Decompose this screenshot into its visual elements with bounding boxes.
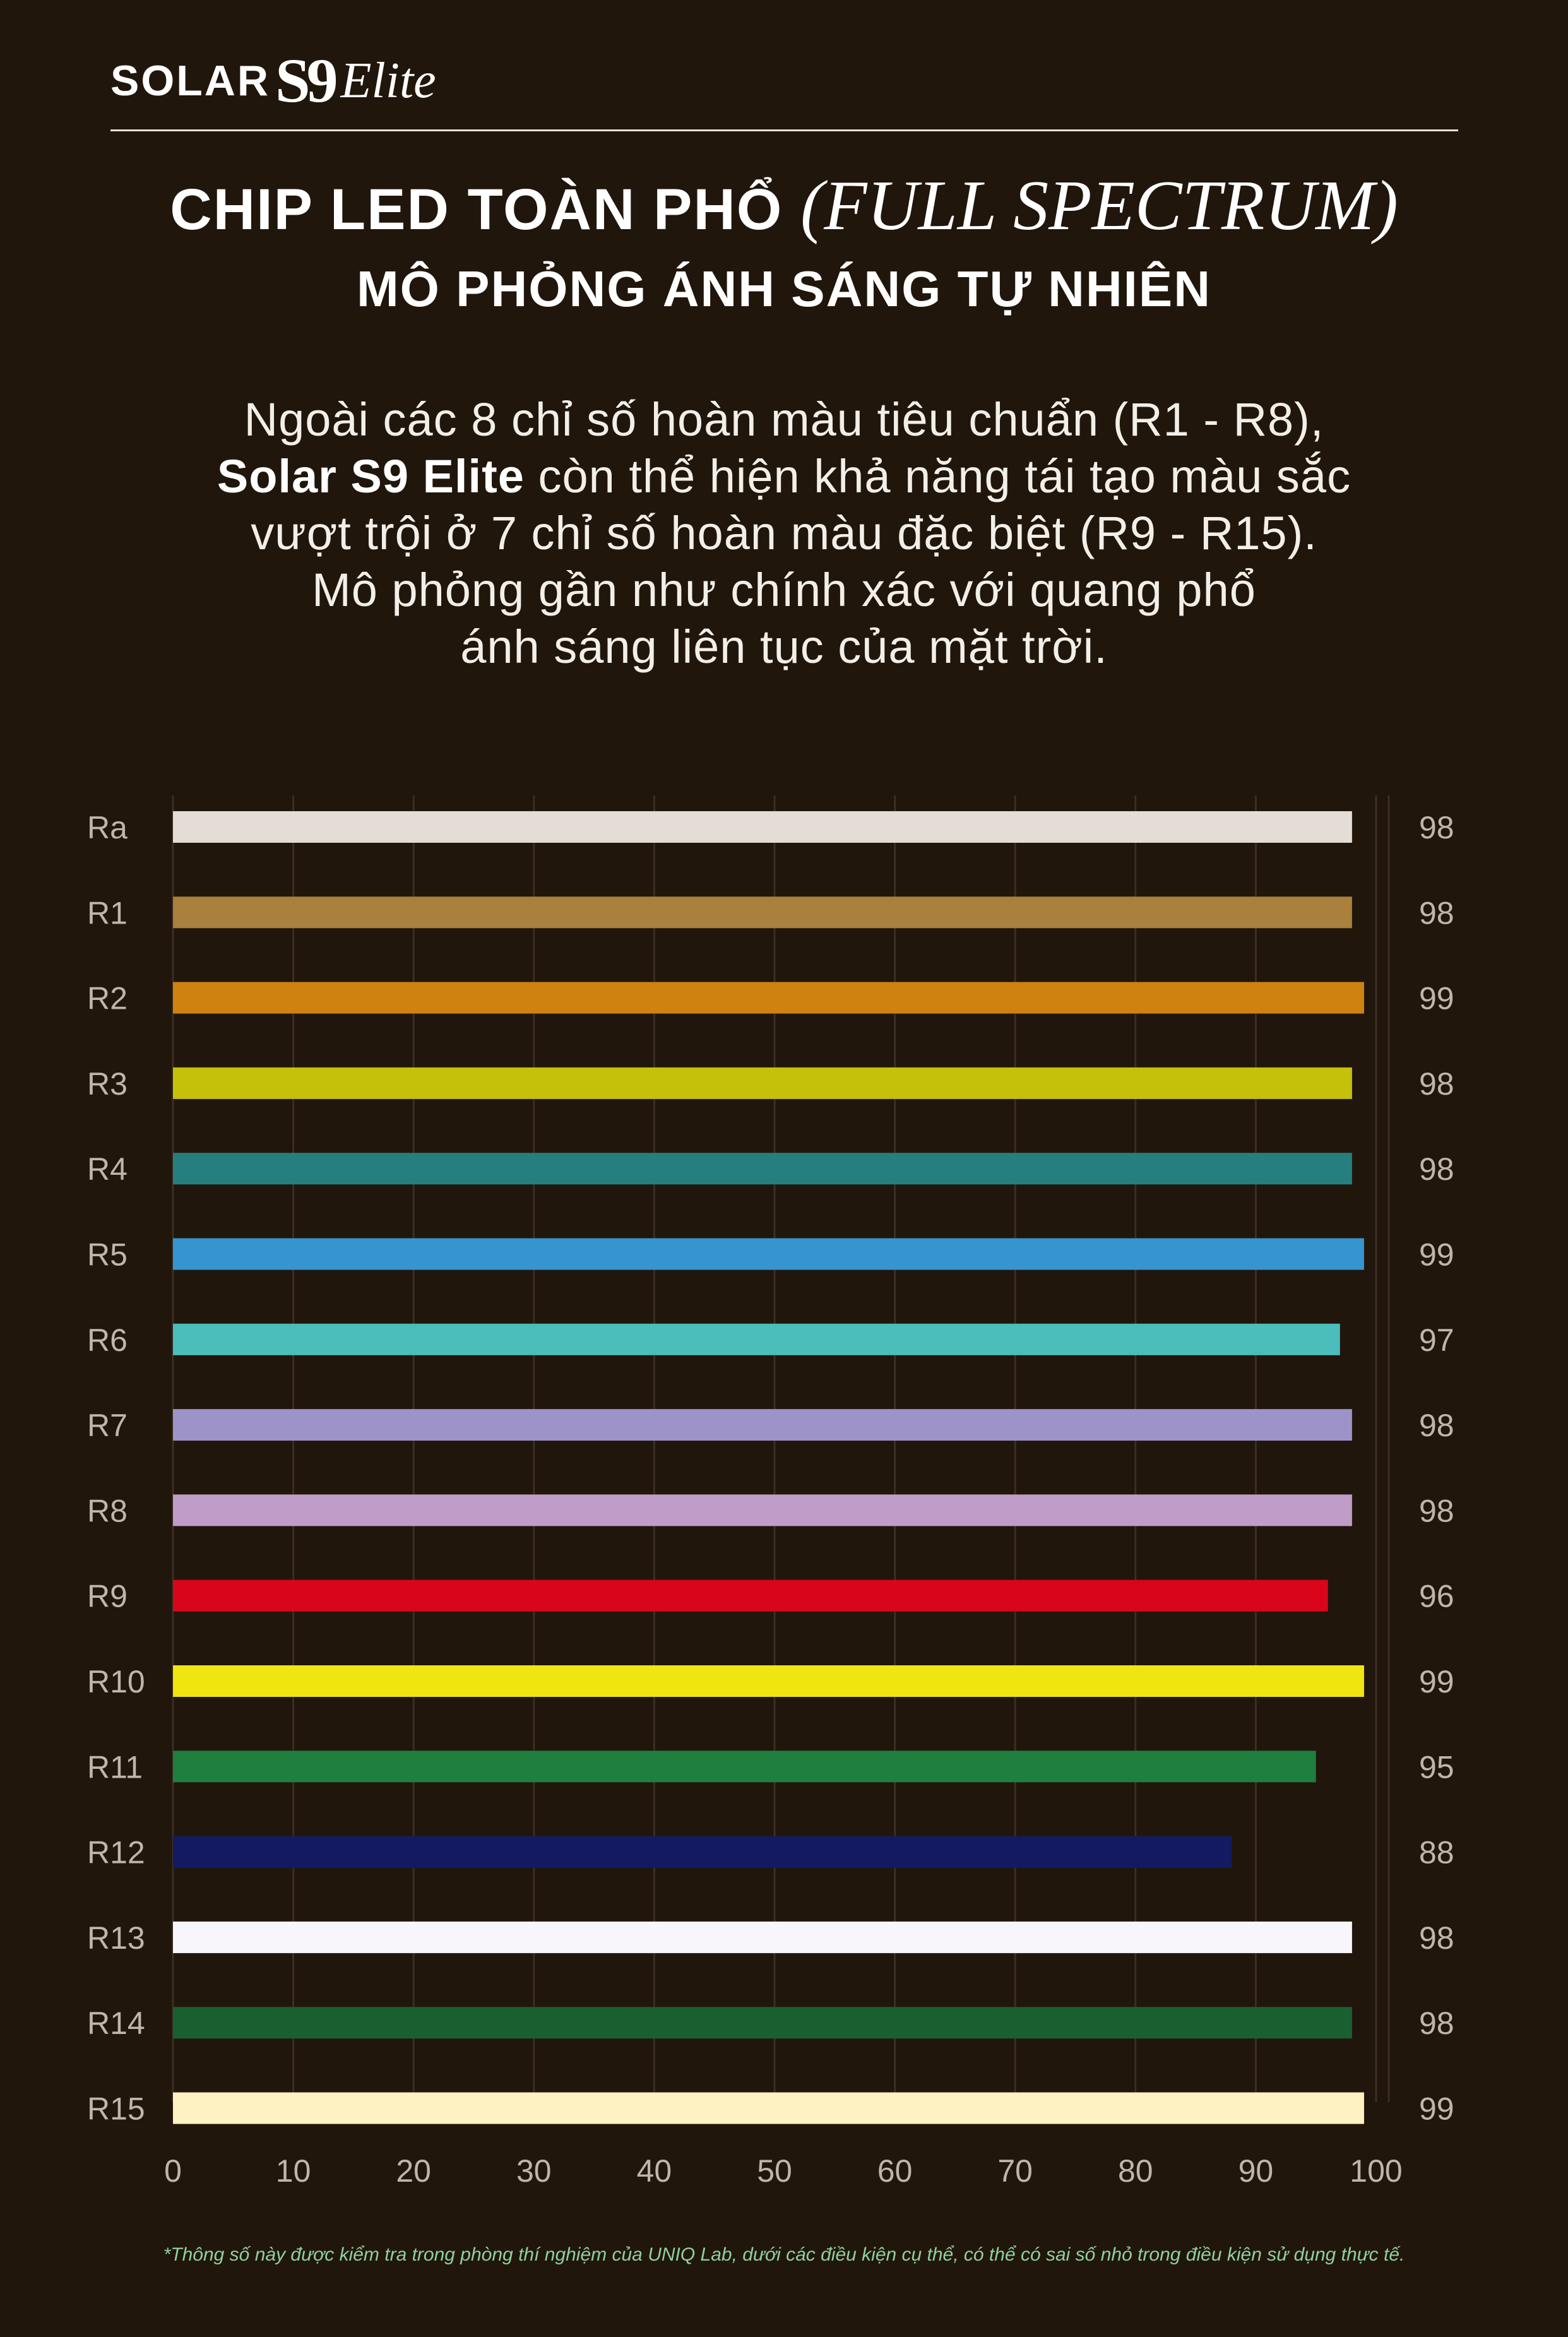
category-label: R9 — [87, 1579, 128, 1614]
value-label: 97 — [1419, 1323, 1454, 1358]
page-subtitle: MÔ PHỎNG ÁNH SÁNG TỰ NHIÊN — [357, 261, 1211, 317]
value-label: 98 — [1419, 1920, 1454, 1956]
value-label: 99 — [1419, 1237, 1454, 1273]
bar-r5 — [173, 1238, 1364, 1270]
title-main: CHIP LED TOÀN PHỔ — [170, 177, 783, 242]
bar-r10 — [173, 1665, 1364, 1697]
category-label: R10 — [87, 1664, 145, 1699]
x-tick-label: 90 — [1238, 2153, 1274, 2189]
value-label: 88 — [1419, 1835, 1454, 1870]
footnote: *Thông số này được kiểm tra trong phòng … — [163, 2244, 1405, 2265]
category-label: R15 — [87, 2091, 145, 2127]
x-tick-label: 40 — [637, 2153, 672, 2189]
x-tick-label: 50 — [757, 2153, 792, 2189]
category-label: R4 — [87, 1151, 128, 1187]
description-line-1: Ngoài các 8 chỉ số hoàn màu tiêu chuẩn (… — [244, 393, 1324, 446]
description-line-4: Mô phỏng gần như chính xác với quang phổ — [312, 564, 1256, 616]
x-tick-label: 30 — [516, 2153, 552, 2189]
bar-r12 — [173, 1836, 1232, 1868]
category-label: R11 — [87, 1749, 143, 1785]
category-label: Ra — [87, 810, 128, 845]
category-label: R8 — [87, 1493, 128, 1528]
value-label: 96 — [1419, 1579, 1454, 1614]
description-line-2-rest: còn thể hiện khả năng tái tạo màu sắc — [524, 450, 1351, 502]
logo-solar-text: SOLAR — [110, 57, 270, 105]
category-label: R6 — [87, 1323, 128, 1358]
description-line-5: ánh sáng liên tục của mặt trời. — [460, 621, 1108, 673]
bar-r11 — [173, 1751, 1316, 1783]
value-label: 98 — [1419, 810, 1454, 845]
bar-r15 — [173, 2092, 1364, 2124]
bar-r6 — [173, 1323, 1340, 1355]
value-label: 98 — [1419, 1493, 1454, 1528]
bar-ra — [173, 811, 1352, 843]
category-label: R13 — [87, 1920, 145, 1956]
description-paragraph: Ngoài các 8 chỉ số hoàn màu tiêu chuẩn (… — [114, 391, 1454, 675]
bar-r3 — [173, 1067, 1352, 1099]
value-label: 98 — [1419, 895, 1454, 931]
category-label: R5 — [87, 1237, 128, 1273]
category-label: R14 — [87, 2006, 145, 2041]
x-tick-label: 20 — [396, 2153, 431, 2189]
logo-elite-text: Elite — [340, 52, 436, 109]
bar-r13 — [173, 1921, 1352, 1953]
bar-r4 — [173, 1153, 1352, 1185]
header-divider — [110, 129, 1458, 131]
x-tick-label: 10 — [276, 2153, 311, 2189]
value-label: 98 — [1419, 1408, 1454, 1443]
page-title: CHIP LED TOÀN PHỔ (FULL SPECTRUM) — [0, 165, 1568, 247]
x-tick-label: 80 — [1118, 2153, 1153, 2189]
product-name: Solar S9 Elite — [217, 450, 525, 502]
value-label: 99 — [1419, 981, 1454, 1016]
title-italic: (FULL SPECTRUM) — [800, 167, 1398, 245]
bar-r8 — [173, 1494, 1352, 1526]
logo-s9-text: S9 — [275, 45, 338, 116]
value-label: 95 — [1419, 1749, 1454, 1785]
x-tick-label: 60 — [877, 2153, 913, 2189]
description-line-2: Solar S9 Elite còn thể hiện khả năng tái… — [114, 448, 1454, 505]
category-label: R7 — [87, 1408, 128, 1443]
value-label: 98 — [1419, 2006, 1454, 2041]
category-label: R12 — [87, 1835, 145, 1870]
bar-r9 — [173, 1579, 1328, 1612]
x-tick-label: 100 — [1350, 2153, 1402, 2189]
bar-r1 — [173, 896, 1352, 929]
category-label: R3 — [87, 1066, 128, 1102]
x-tick-label: 70 — [997, 2153, 1033, 2189]
bar-r14 — [173, 2007, 1352, 2039]
bar-r7 — [173, 1409, 1352, 1441]
x-tick-label: 0 — [164, 2153, 182, 2189]
value-label: 98 — [1419, 1151, 1454, 1187]
description-line-3: vượt trội ở 7 chỉ số hoàn màu đặc biệt (… — [251, 507, 1317, 559]
category-label: R2 — [87, 981, 128, 1016]
value-label: 98 — [1419, 1066, 1454, 1102]
value-label: 99 — [1419, 1664, 1454, 1699]
category-label: R1 — [87, 895, 128, 931]
value-label: 99 — [1419, 2091, 1454, 2127]
bar-r2 — [173, 982, 1364, 1014]
brand-logo: SOLAR S9 Elite — [110, 49, 436, 112]
